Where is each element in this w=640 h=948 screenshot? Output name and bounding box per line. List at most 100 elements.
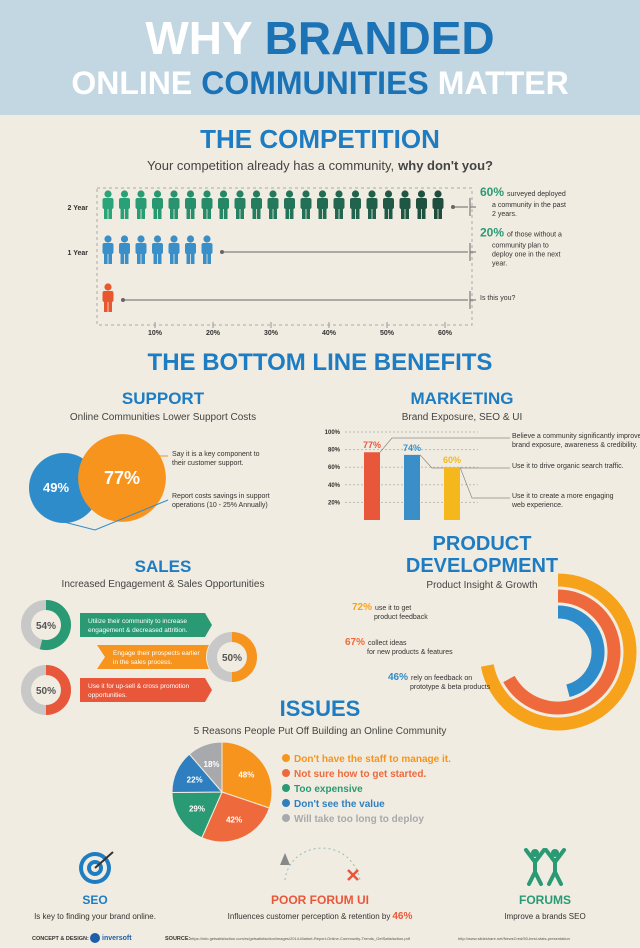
- person-body: [317, 198, 328, 209]
- person-head: [236, 190, 244, 198]
- person-body: [185, 198, 196, 209]
- pie-slice: [188, 741, 223, 794]
- people-row: [102, 190, 444, 219]
- person-leg: [236, 208, 240, 219]
- section-title: MARKETING: [411, 389, 514, 408]
- person-leg: [174, 253, 178, 264]
- note: Believe a community significantly improv…: [512, 433, 640, 440]
- person-leg: [372, 208, 376, 219]
- person-body: [201, 243, 213, 254]
- person-body: [350, 198, 361, 209]
- person-head: [203, 190, 211, 198]
- person-head: [137, 235, 145, 243]
- people-row: [102, 235, 213, 264]
- legend-bullet: [282, 754, 290, 762]
- people-row: [102, 283, 114, 312]
- person-leg: [190, 208, 195, 219]
- main-title-part: ONLINE: [71, 65, 192, 101]
- pie-slice: [201, 791, 271, 843]
- data-label: 50%: [36, 686, 56, 697]
- note-part: 46%: [388, 672, 408, 683]
- person-leg: [318, 208, 323, 219]
- main-title-part: WHY: [145, 12, 252, 64]
- person-body: [135, 198, 147, 209]
- person-leg: [120, 208, 125, 219]
- person-head: [186, 190, 195, 198]
- person-leg: [137, 208, 141, 219]
- legend-text: Will take too long to deploy: [294, 814, 424, 825]
- note: engagement & decreased attrition.: [88, 627, 188, 634]
- person-leg: [108, 208, 112, 219]
- person-head: [417, 190, 426, 198]
- legend-text: Not sure how to get started.: [294, 769, 426, 780]
- y-tick-label: 100%: [325, 430, 341, 436]
- note: 46% rely on feedback on: [388, 672, 472, 683]
- banner: [97, 645, 217, 669]
- subtitle-part: Your competition already has a community…: [147, 158, 394, 173]
- section-title: PRODUCT: [433, 533, 532, 555]
- person-leg: [405, 208, 409, 219]
- note-part: rely on feedback on: [411, 675, 472, 682]
- person-body: [102, 291, 114, 302]
- person-leg: [104, 208, 108, 219]
- person-leg: [203, 208, 207, 219]
- donut-arc: [45, 665, 71, 715]
- bar: [444, 467, 460, 520]
- person-head: [186, 235, 195, 243]
- section-title: ISSUES: [280, 696, 361, 721]
- note: web experience.: [511, 502, 563, 509]
- person-leg: [368, 208, 372, 219]
- x-tick-label: 30%: [264, 330, 279, 337]
- person-leg: [170, 253, 174, 264]
- person-head: [252, 190, 261, 198]
- y-tick-label: 20%: [328, 500, 341, 506]
- person-body: [218, 198, 229, 209]
- leader: [379, 437, 510, 453]
- person-body: [432, 198, 444, 209]
- note: Engage their prospects earlier: [113, 650, 201, 657]
- bar: [404, 454, 420, 520]
- person-body: [185, 243, 196, 254]
- person-body: [102, 198, 114, 209]
- row-note-part: 20%: [480, 226, 504, 240]
- logo: [90, 933, 100, 943]
- note: product feedback: [374, 614, 428, 621]
- support-circle: [78, 434, 166, 522]
- note: operations (10 - 25% Annually): [172, 502, 268, 509]
- person-leg: [388, 208, 393, 219]
- person-leg: [124, 208, 129, 219]
- y-tick-label: 60%: [328, 465, 341, 471]
- note: 67% collect ideas: [345, 637, 407, 648]
- row-note: 2 years.: [492, 211, 517, 218]
- person-leg: [120, 253, 125, 264]
- person-leg: [174, 208, 178, 219]
- pie-slice: [171, 791, 223, 839]
- data-label: 29%: [189, 805, 205, 814]
- person-leg: [108, 253, 112, 264]
- donut-arc: [231, 632, 257, 682]
- note: Report costs savings in support: [172, 493, 270, 500]
- donut-arc: [39, 600, 71, 650]
- footer-text: Improve a brands SEO: [504, 912, 585, 921]
- note: their customer support.: [172, 460, 244, 467]
- person-leg: [157, 208, 162, 219]
- footer-text: Is key to finding your brand online.: [34, 912, 156, 921]
- person-leg: [401, 208, 405, 219]
- leader: [419, 454, 510, 469]
- x-tick-label: 20%: [206, 330, 221, 337]
- person-leg: [104, 301, 108, 312]
- row-note: deploy one in the next: [492, 252, 561, 259]
- person-body: [284, 198, 295, 209]
- legend-bullet: [282, 814, 290, 822]
- footer-text: Influences customer perception & retenti…: [228, 911, 413, 922]
- subtitle-part: why don't you?: [397, 158, 493, 173]
- data-label: 42%: [226, 815, 242, 824]
- subtitle: 5 Reasons People Put Off Building an Onl…: [194, 726, 447, 737]
- person-body: [119, 198, 130, 209]
- section-title: THE BOTTOM LINE BENEFITS: [148, 349, 493, 376]
- data-label: 48%: [238, 771, 254, 780]
- data-label: 54%: [36, 621, 56, 632]
- row-label: 1 Year: [67, 250, 88, 257]
- person-leg: [124, 253, 129, 264]
